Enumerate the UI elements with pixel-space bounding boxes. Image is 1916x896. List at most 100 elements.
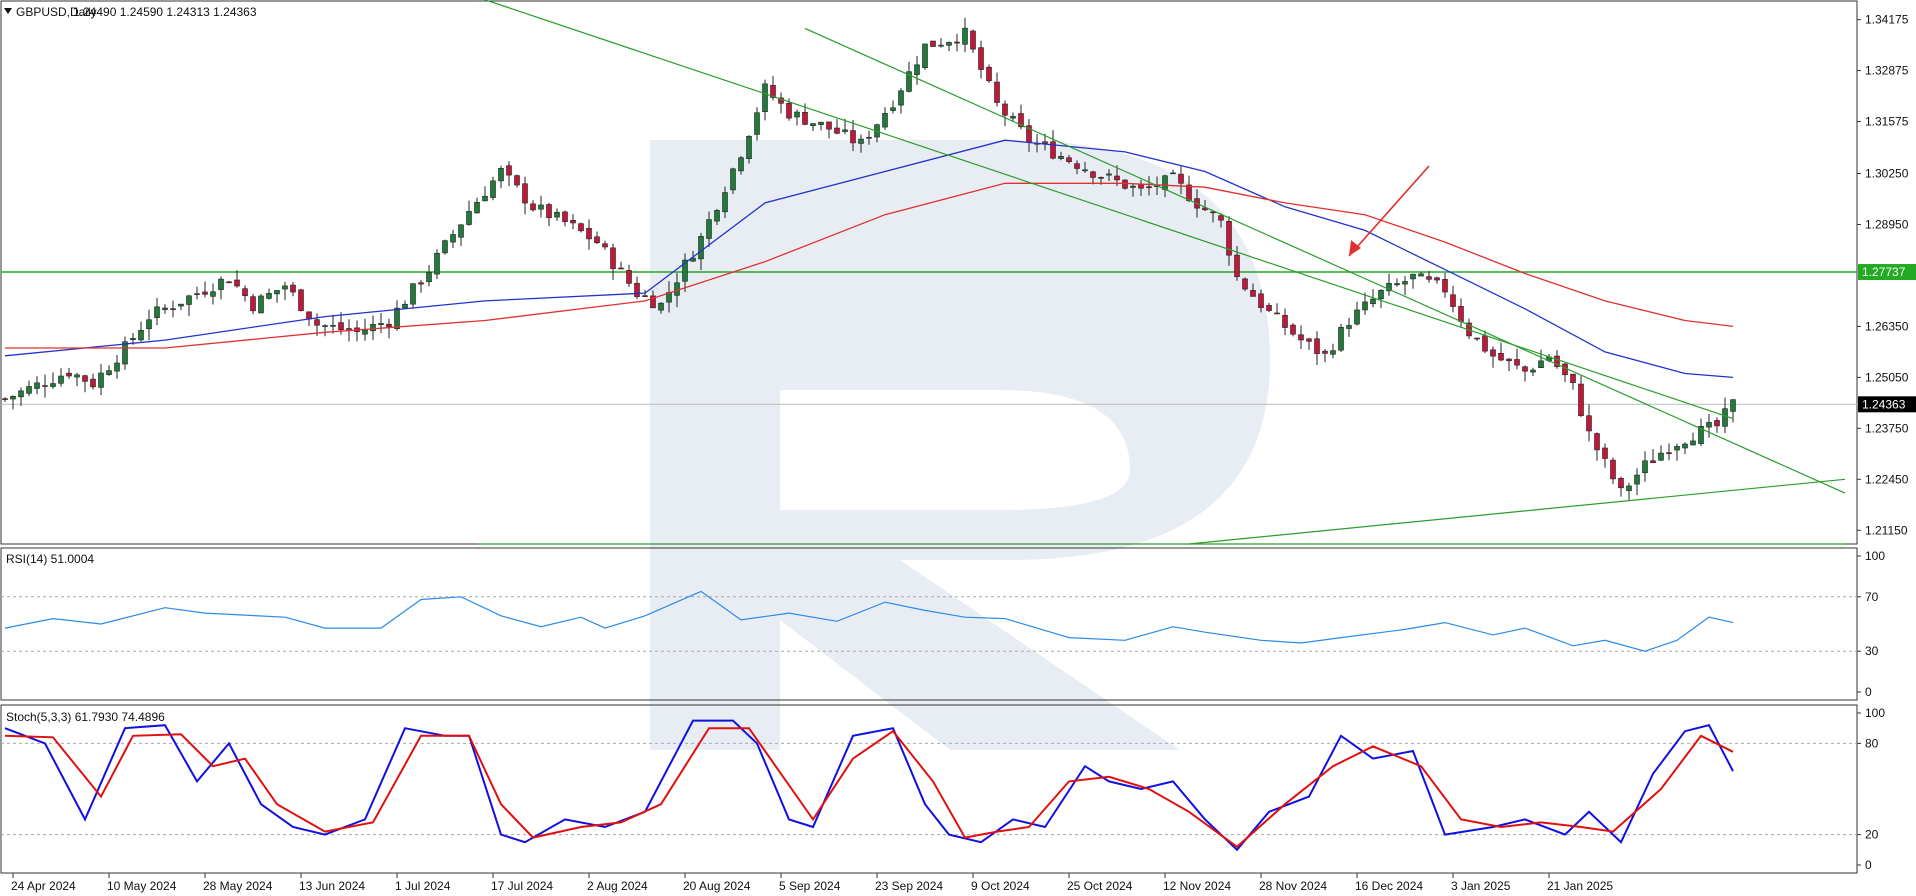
time-tick-label: 9 Oct 2024 [971, 879, 1030, 893]
candle-up [554, 211, 560, 218]
candle-down [1258, 293, 1264, 308]
candle-up [722, 192, 728, 213]
level-price-badge [1858, 264, 1916, 281]
candle-down [602, 243, 608, 248]
candle-up [1370, 298, 1376, 305]
candle-up [1642, 460, 1648, 474]
candle-down [642, 295, 648, 297]
candle-down [1090, 171, 1096, 178]
candle-up [442, 240, 448, 254]
candle-down [954, 41, 960, 44]
candle-up [1658, 452, 1664, 461]
candle-up [1682, 443, 1688, 449]
price-tick-label: 1.21150 [1865, 523, 1908, 537]
candle-down [1114, 175, 1120, 181]
time-tick-label: 10 May 2024 [107, 879, 177, 893]
candle-down [1586, 415, 1592, 432]
candle-up [178, 303, 184, 307]
time-tick-label: 13 Jun 2024 [299, 879, 365, 893]
candle-up [402, 303, 408, 309]
candle-up [898, 90, 904, 106]
candle-down [82, 375, 88, 382]
candle-up [1338, 327, 1344, 351]
indicator-series-line [4, 719, 1734, 852]
candle-down [170, 308, 176, 310]
candle-up [938, 44, 944, 47]
candle-down [506, 165, 512, 176]
candle-up [74, 374, 80, 378]
candle-up [1410, 273, 1416, 280]
candle-up [1626, 485, 1632, 491]
candle-up [738, 157, 744, 172]
candle-up [922, 43, 928, 69]
candle-up [394, 307, 400, 330]
candle-up [218, 278, 224, 290]
candle-down [1146, 186, 1152, 189]
time-tick-label: 28 Nov 2024 [1259, 879, 1327, 893]
candle-down [250, 296, 256, 312]
price-tick-label: 1.22450 [1865, 472, 1909, 486]
time-tick-label: 3 Jan 2025 [1451, 879, 1511, 893]
candle-up [1162, 175, 1168, 190]
candle-down [338, 322, 344, 331]
candle-down [1570, 373, 1576, 383]
time-tick-label: 20 Aug 2024 [683, 879, 751, 893]
candle-down [778, 97, 784, 104]
candle-up [426, 271, 432, 282]
candle-up [482, 195, 488, 202]
candle-up [1690, 440, 1696, 446]
candle-down [866, 137, 872, 139]
candle-down [1242, 278, 1248, 290]
candle-down [1458, 306, 1464, 322]
candle-down [970, 30, 976, 50]
candle-up [410, 283, 416, 305]
time-tick-label: 23 Sep 2024 [875, 879, 943, 893]
candle-down [1506, 358, 1512, 362]
candle-down [994, 81, 1000, 103]
candle-up [1378, 289, 1384, 300]
candle-down [610, 247, 616, 269]
candle-up [1402, 281, 1408, 285]
candle-down [1514, 359, 1520, 366]
candle-down [930, 40, 936, 47]
candle-up [498, 168, 504, 182]
candle-up [466, 211, 472, 225]
time-tick-label: 21 Jan 2025 [1547, 879, 1613, 893]
time-tick-label: 2 Aug 2024 [587, 879, 648, 893]
candle-up [914, 64, 920, 75]
watermark-logo [650, 140, 1270, 750]
candle-down [1618, 477, 1624, 489]
trend-line [804, 27, 1846, 494]
candle-up [322, 325, 328, 327]
candle-up [330, 325, 336, 327]
candle-down [1610, 459, 1616, 480]
candle-down [634, 282, 640, 297]
candle-up [818, 121, 824, 125]
candle-up [18, 390, 24, 398]
candle-up [1170, 172, 1176, 175]
candle-down [242, 288, 248, 297]
candle-down [1306, 338, 1312, 342]
candle-up [122, 341, 128, 365]
candle-down [1042, 141, 1048, 144]
candle-down [578, 223, 584, 232]
candle-up [258, 295, 264, 314]
candle-down [386, 323, 392, 327]
candle-up [842, 129, 848, 132]
collapse-icon[interactable] [4, 8, 12, 14]
candle-down [594, 236, 600, 244]
candle-up [450, 234, 456, 243]
candle-up [1634, 474, 1640, 485]
candle-down [1274, 312, 1280, 315]
candle-up [434, 252, 440, 275]
candle-up [98, 372, 104, 388]
candle-up [274, 290, 280, 295]
candle-up [1346, 325, 1352, 329]
candle-up [490, 180, 496, 198]
candle-up [1730, 399, 1736, 412]
candle-up [474, 201, 480, 214]
candle-down [1666, 452, 1672, 454]
candle-up [1010, 116, 1016, 119]
moving-average-blue [4, 139, 1734, 379]
candle-up [1106, 173, 1112, 176]
